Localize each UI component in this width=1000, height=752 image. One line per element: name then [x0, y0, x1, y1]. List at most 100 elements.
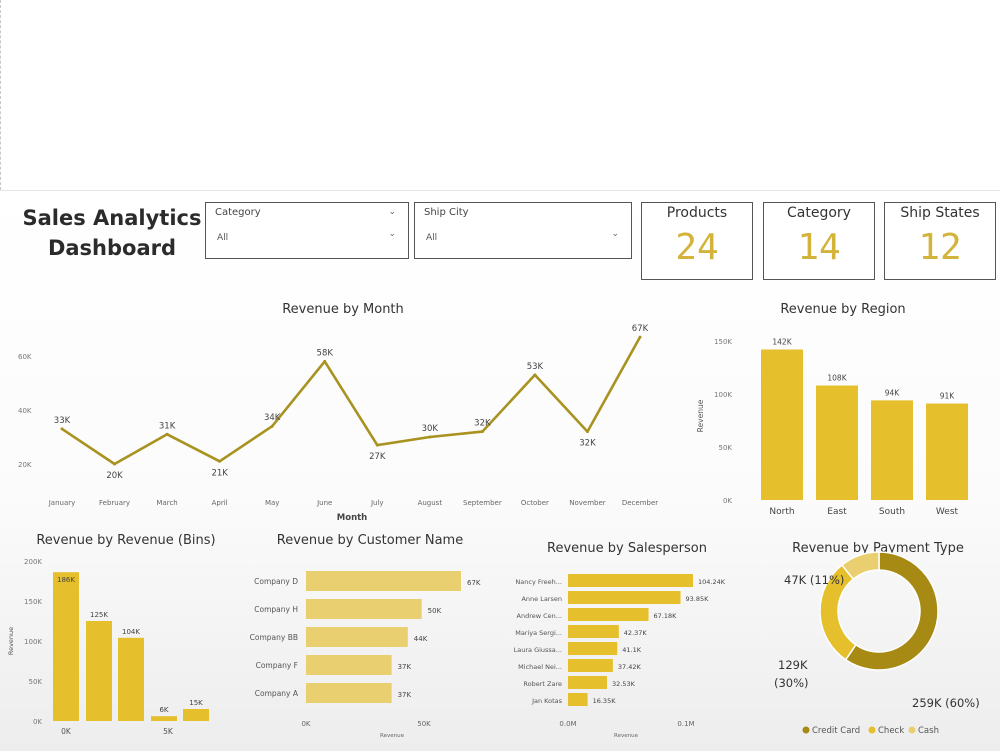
- y-tick-label: 60K: [18, 353, 32, 361]
- revenue-line: [61, 336, 642, 466]
- data-label: 41.1K: [622, 646, 641, 654]
- data-label: 91K: [940, 392, 956, 401]
- x-tick-label: East: [827, 507, 847, 517]
- data-label: 53K: [527, 362, 544, 372]
- card-value: 14: [797, 227, 841, 268]
- data-point: [585, 430, 589, 434]
- category-label: Mariya Sergi...: [515, 629, 562, 637]
- data-label: 50K: [428, 607, 442, 615]
- y-tick-label: 0K: [33, 718, 42, 726]
- data-label: 37K: [398, 663, 412, 671]
- x-axis-label: Revenue: [614, 733, 639, 739]
- dashboard-canvas: Sales Analytics Dashboard Category ⌄ All…: [0, 190, 1000, 751]
- data-label: 67K: [467, 579, 481, 587]
- bin-bar: [118, 637, 144, 721]
- payment-chart-title: Revenue by Payment Type: [792, 541, 964, 556]
- data-label: 104K: [122, 628, 140, 636]
- category-label: Anne Larsen: [521, 595, 562, 603]
- data-label: 125K: [90, 611, 108, 619]
- data-label: 108K: [827, 374, 847, 383]
- data-label: 67.18K: [654, 612, 678, 620]
- region-bar: [761, 349, 803, 500]
- payment-slice: [844, 551, 939, 671]
- region-chart-title: Revenue by Region: [780, 302, 906, 317]
- y-tick-label: 20K: [18, 461, 32, 469]
- bins-chart-title: Revenue by Revenue (Bins): [36, 533, 216, 548]
- x-tick-label: 5K: [163, 727, 174, 736]
- data-label: 32K: [579, 439, 596, 449]
- category-label: Company F: [256, 661, 298, 670]
- data-label: 20K: [106, 471, 123, 481]
- category-label: Company A: [255, 689, 299, 698]
- category-slicer[interactable]: Category ⌄ All ⌄: [205, 202, 409, 259]
- data-point: [113, 462, 117, 466]
- x-tick-label: West: [936, 507, 959, 517]
- salesperson-bar: [568, 642, 618, 655]
- chevron-down-icon[interactable]: ⌄: [388, 229, 396, 239]
- y-tick-label: 0K: [723, 497, 732, 505]
- category-label: Nancy Freeh...: [515, 578, 562, 586]
- category-label: Laura Giussa...: [514, 646, 562, 654]
- salesperson-bar: [568, 693, 588, 706]
- y-tick-label: 150K: [714, 338, 732, 346]
- data-label: 67K: [632, 324, 649, 334]
- customer-bar: [306, 683, 392, 703]
- data-label: 16.35K: [593, 697, 617, 705]
- y-tick-label: 150K: [24, 598, 42, 606]
- salesperson-bar: [568, 625, 619, 638]
- customer-chart-title: Revenue by Customer Name: [276, 533, 464, 548]
- x-tick-label: 50K: [417, 720, 431, 728]
- category-label: Company BB: [250, 633, 298, 642]
- data-label: 47K (11%): [784, 573, 844, 587]
- blank-area: [0, 0, 1000, 190]
- salesperson-bar: [568, 676, 608, 689]
- x-tick-label: July: [370, 499, 384, 507]
- card-label: Products: [666, 205, 728, 221]
- x-tick-label: October: [521, 499, 549, 507]
- card-value: 12: [918, 227, 962, 268]
- region-bar: [926, 403, 968, 500]
- legend-marker: [868, 726, 876, 734]
- data-point: [165, 432, 169, 436]
- x-tick-label: August: [418, 499, 443, 507]
- salesperson-bar: [568, 659, 613, 672]
- customer-bar: [306, 627, 408, 647]
- bin-bar: [86, 621, 112, 721]
- y-tick-label: 50K: [719, 444, 733, 452]
- x-tick-label: December: [622, 499, 658, 507]
- data-label: 32.53K: [612, 680, 636, 688]
- data-label: 93.85K: [686, 595, 710, 603]
- slicer-value: All: [426, 233, 438, 243]
- x-tick-label: 0K: [301, 720, 310, 728]
- category-label: Company D: [254, 577, 298, 586]
- x-tick-label: South: [879, 507, 905, 517]
- x-tick-label: January: [48, 499, 76, 507]
- x-tick-label: 0.1M: [677, 720, 694, 728]
- data-label: 142K: [772, 337, 792, 346]
- y-tick-label: 40K: [18, 407, 32, 415]
- data-point: [375, 443, 379, 447]
- card-value: 24: [675, 227, 719, 268]
- ship-city-slicer[interactable]: Ship City All ⌄: [414, 202, 632, 259]
- data-label: 37K: [398, 691, 412, 699]
- category-label: Jan Kotas: [531, 697, 563, 705]
- bin-bar: [151, 716, 177, 721]
- data-point: [480, 430, 484, 434]
- x-tick-label: 0.0M: [559, 720, 576, 728]
- legend-entry: Check: [878, 726, 904, 736]
- chevron-up-icon[interactable]: ⌄: [388, 207, 396, 217]
- x-axis-label: Month: [337, 513, 367, 523]
- charts-layer: 20K 40K 60K 33K January 20K February 31K March 21…: [7, 324, 980, 739]
- salesperson-chart-title: Revenue by Salesperson: [547, 541, 707, 556]
- legend-marker: [802, 726, 810, 734]
- customer-bar: [306, 599, 422, 619]
- legend-marker: [908, 726, 916, 734]
- y-axis-label: Revenue: [7, 627, 15, 655]
- data-label: 58K: [317, 348, 334, 358]
- x-tick-label: September: [463, 499, 502, 507]
- card-label: Ship States: [900, 205, 980, 221]
- chevron-down-icon[interactable]: ⌄: [611, 229, 619, 239]
- data-point: [323, 359, 327, 363]
- x-axis-label: Revenue: [380, 733, 405, 739]
- x-tick-label: April: [212, 499, 228, 507]
